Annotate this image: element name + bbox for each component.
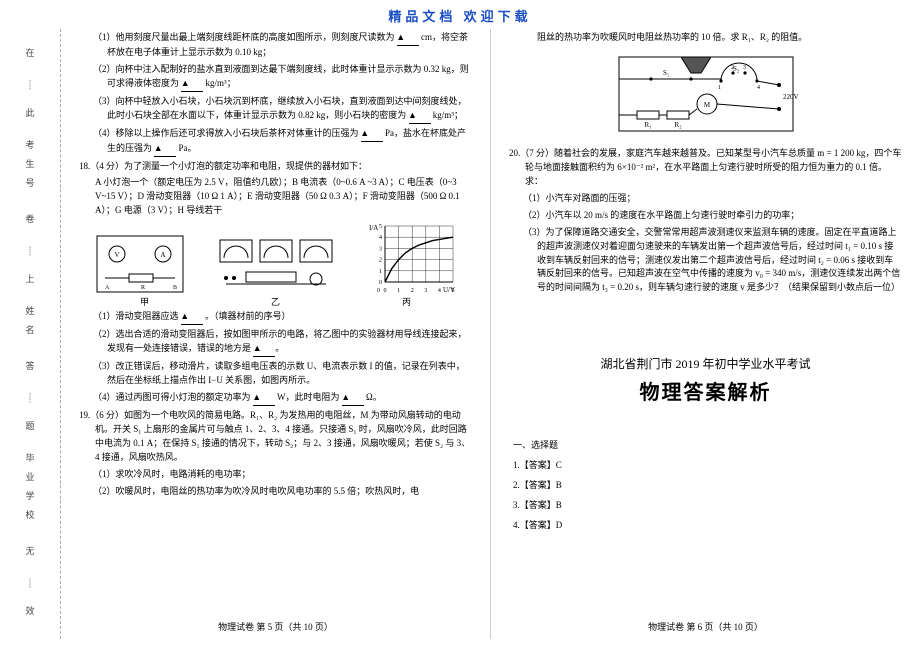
ans-4: 4.【答案】D	[513, 519, 902, 533]
q20-stem: 20.（7 分）随着社会的发展，家庭汽车越来越普及。已知某型号小汽车总质量 m …	[509, 147, 902, 189]
blank6: ▲	[181, 310, 203, 325]
blank4: ▲	[361, 127, 383, 142]
answers: 一、选择题 1.【答案】C 2.【答案】B 3.【答案】B 4.【答案】D	[509, 439, 902, 533]
left-column: （1）他用刻度尺量出最上端刻度线距杯底的高度如图所示，则刻度尺读数为 ▲ cm，…	[61, 29, 491, 639]
binding-margin: 在 ┊ 此 考生号 卷 ┊ 上 姓名 答 ┊ 题 毕业学校 无 ┊ 效	[0, 29, 61, 639]
margin-sep4: ┊	[27, 578, 32, 589]
q18-figs: V A ARB 012345012345U/VI/A0	[79, 222, 472, 294]
svg-text:A: A	[105, 285, 110, 291]
svg-text:2: 2	[410, 288, 413, 294]
margin-sep2: ┊	[27, 246, 32, 257]
answer-title-2: 物理答案解析	[509, 378, 902, 409]
margin-sep: ┊	[27, 80, 32, 91]
ans-3: 3.【答案】B	[513, 499, 902, 513]
svg-text:R₁: R₁	[644, 121, 651, 129]
q19-2: （2）吹暖风时，电阻丝的热功率为吹冷风时电吹风电功率的 5.5 倍；吹热风时，电	[79, 485, 472, 499]
q20-2: （2）小汽车以 20 m/s 的速度在水平路面上匀速行驶时牵引力的功率；	[509, 209, 902, 223]
q19-stem: 19.（6 分）如图为一个电吹风的简易电路。R₁、R₂ 为发热用的电阻丝，M 为…	[79, 409, 472, 465]
svg-text:5: 5	[379, 224, 382, 230]
blank: ▲	[397, 31, 419, 46]
fig-jia: V A A R B	[95, 234, 185, 294]
svg-text:4: 4	[379, 235, 382, 241]
q18-2: （2）选出合适的滑动变阻器后，按如图甲所示的电路，将乙图中的实验器材用导线连接起…	[79, 328, 472, 357]
margin-z3: 上	[24, 274, 37, 289]
page-foot-right: 物理试卷 第 6 页（共 10 页）	[491, 621, 920, 635]
q19-1: （1）求吹冷风时，电路消耗的电功率；	[79, 468, 472, 482]
margin-field-1: 姓名	[24, 306, 37, 344]
ans-sec-h: 一、选择题	[513, 439, 902, 453]
margin-z2: 卷	[24, 214, 37, 229]
margin-field-2: 考生号	[24, 140, 37, 197]
svg-text:R₂: R₂	[674, 121, 682, 129]
svg-text:0: 0	[377, 288, 380, 294]
blank8: ▲	[253, 391, 275, 406]
svg-text:B: B	[173, 285, 177, 291]
svg-text:1: 1	[397, 288, 400, 294]
fig-yi	[216, 234, 336, 294]
margin-field-0: 毕业学校	[24, 453, 37, 529]
right-column: 阻丝的热功率为吹暖风时电阻丝热功率的 10 倍。求 R₁、R₂ 的阻值。 S₁ …	[491, 29, 920, 639]
q18-items: A 小灯泡一个（额定电压为 2.5 V，阻值约几欧）；B 电流表（0~0.6 A…	[79, 176, 472, 218]
fig-bing-chart: 012345012345U/VI/A0	[367, 222, 457, 294]
ans-2: 2.【答案】B	[513, 479, 902, 493]
q18-figcaps: 甲 乙 丙	[79, 296, 472, 310]
blank3: ▲	[409, 109, 431, 124]
q17-1: （1）他用刻度尺量出最上端刻度线距杯底的高度如图所示，则刻度尺读数为 ▲ cm，…	[79, 31, 472, 60]
margin-z5: 题	[24, 421, 37, 436]
svg-text:220V: 220V	[783, 93, 799, 101]
svg-text:V: V	[114, 251, 119, 259]
answer-title-1: 湖北省荆门市 2019 年初中学业水平考试	[509, 355, 902, 374]
margin-z6: 无	[24, 546, 37, 561]
ans-1: 1.【答案】C	[513, 459, 902, 473]
margin-z7: 效	[24, 606, 37, 621]
blank5: ▲	[154, 142, 176, 157]
margin-z0: 在	[24, 48, 37, 63]
q17-4: （4）移除以上操作后还可求得放入小石块后茶杯对体重计的压强为 ▲ Pa，盐水在杯…	[79, 127, 472, 157]
page-wrap: 在 ┊ 此 考生号 卷 ┊ 上 姓名 答 ┊ 题 毕业学校 无 ┊ 效 （1）他…	[0, 29, 920, 639]
blank9: ▲	[342, 391, 364, 406]
q18-4: （4）通过丙图可得小灯泡的额定功率为 ▲ W，此时电阻为 ▲ Ω。	[79, 391, 472, 406]
q18-1: （1）滑动变阻器应选 ▲ 。（填器材前的序号）	[79, 310, 472, 325]
q18-3: （3）改正错误后，移动滑片，读取多组电压表的示数 U、电流表示数 I 的值，记录…	[79, 360, 472, 388]
margin-z4: 答	[24, 361, 37, 376]
svg-text:0: 0	[383, 288, 386, 294]
svg-text:4: 4	[757, 85, 760, 91]
svg-text:R: R	[141, 285, 145, 291]
hairdryer-circuit: S₁ S₂ 12 34 M R₁ R₂ 220V	[611, 49, 801, 139]
page-foot-left: 物理试卷 第 5 页（共 10 页）	[61, 621, 490, 635]
svg-text:4: 4	[437, 288, 440, 294]
svg-text:2: 2	[731, 65, 734, 71]
svg-text:M: M	[703, 101, 710, 109]
svg-text:U/V: U/V	[442, 286, 454, 294]
svg-text:0: 0	[379, 280, 382, 286]
svg-text:I/A: I/A	[369, 224, 378, 232]
q20-1: （1）小汽车对路面的压强；	[509, 192, 902, 206]
svg-text:A: A	[160, 251, 165, 259]
svg-text:1: 1	[718, 85, 721, 91]
q19-cont: 阻丝的热功率为吹暖风时电阻丝热功率的 10 倍。求 R₁、R₂ 的阻值。	[509, 31, 902, 45]
q20-3: （3）为了保障道路交通安全，交警常常用超声波测速仪来监测车辆的速度。固定在平直道…	[509, 226, 902, 296]
margin-z1: 此	[24, 108, 37, 123]
blank7: ▲	[253, 342, 275, 357]
blank2: ▲	[181, 77, 203, 92]
doc-header: 精品文档 欢迎下载	[0, 0, 920, 29]
q17-2: （2）向杯中注入配制好的盐水直到液面到达最下端刻度线，此时体重计显示示数为 0.…	[79, 63, 472, 92]
q18-stem: 18.（4 分）为了测量一个小灯泡的额定功率和电阻，现提供的器材如下：	[79, 160, 472, 174]
svg-text:3: 3	[379, 247, 382, 253]
margin-sep3: ┊	[27, 393, 32, 404]
answer-title-block: 湖北省荆门市 2019 年初中学业水平考试 物理答案解析	[509, 355, 902, 409]
q17-3: （3）向杯中轻放入小石块，小石块沉到杯底，继续放入小石块，直到液面到达中间刻度线…	[79, 95, 472, 124]
svg-text:2: 2	[379, 258, 382, 264]
svg-text:3: 3	[743, 65, 746, 71]
svg-text:3: 3	[424, 288, 427, 294]
svg-text:S₁: S₁	[663, 69, 669, 77]
svg-text:1: 1	[379, 269, 382, 275]
